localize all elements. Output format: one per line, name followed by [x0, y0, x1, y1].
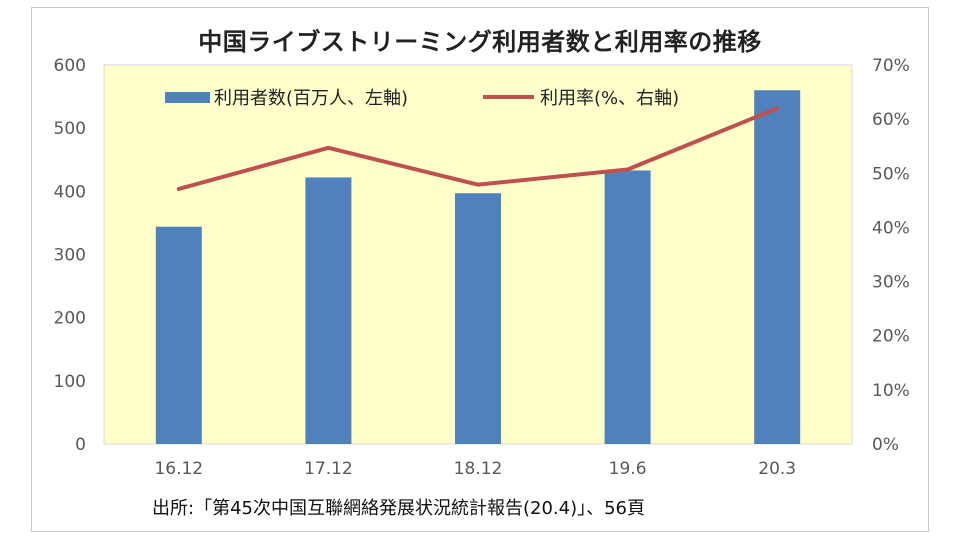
right-axis: 0% 10% 20% 30% 40% 50% 60% 70% [872, 56, 910, 455]
legend-line-label: 利用率(%、右軸) [540, 88, 679, 109]
right-tick-label: 40% [872, 218, 910, 238]
right-tick-label: 0% [872, 435, 899, 455]
right-tick-label: 30% [872, 273, 910, 293]
bar [605, 170, 651, 444]
x-tick-label: 16.12 [154, 459, 203, 479]
bar [455, 193, 501, 444]
left-tick-label: 0 [75, 435, 86, 455]
source-note: 出所:「第45次中国互聯網絡発展状況統計報告(20.4)」、56頁 [152, 494, 645, 520]
left-tick-label: 200 [54, 309, 86, 329]
legend-bar-label: 利用者数(百万人、左軸) [214, 88, 408, 109]
legend-bar-swatch [165, 92, 210, 103]
right-tick-label: 10% [872, 381, 910, 401]
x-axis: 16.12 17.12 18.12 19.6 20.3 [154, 459, 796, 479]
right-tick-label: 60% [872, 110, 910, 130]
left-axis: 0 100 200 300 400 500 600 [54, 56, 86, 455]
bar [156, 227, 202, 444]
left-tick-label: 400 [54, 182, 86, 202]
bar [754, 90, 800, 444]
x-tick-label: 18.12 [454, 459, 503, 479]
x-tick-label: 20.3 [758, 459, 796, 479]
left-tick-label: 600 [54, 56, 86, 76]
bar [305, 177, 351, 444]
right-tick-label: 20% [872, 327, 910, 347]
x-tick-label: 17.12 [304, 459, 353, 479]
left-tick-label: 500 [54, 119, 86, 139]
left-tick-label: 100 [54, 372, 86, 392]
left-tick-label: 300 [54, 246, 86, 266]
right-tick-label: 70% [872, 56, 910, 76]
right-tick-label: 50% [872, 164, 910, 184]
x-tick-label: 19.6 [609, 459, 647, 479]
